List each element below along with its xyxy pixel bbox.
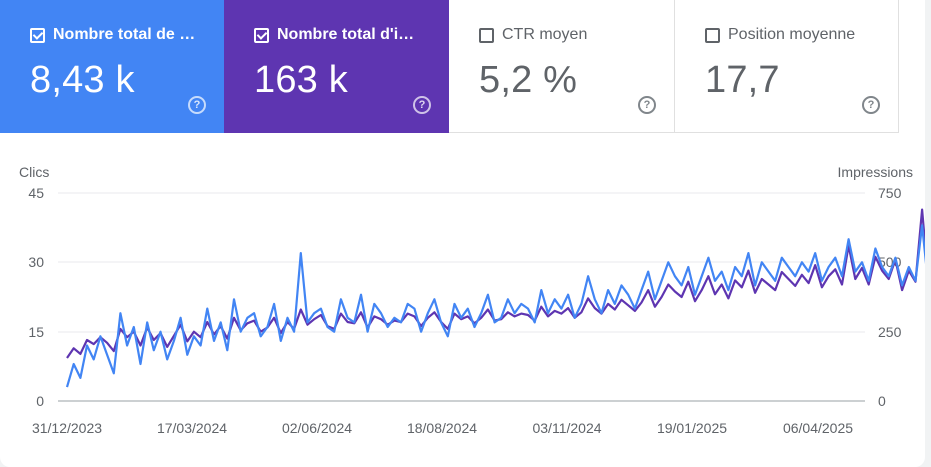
right-tick-label: 750 xyxy=(878,185,902,201)
metric-card-clicks[interactable]: Nombre total de c… 8,43 k ? xyxy=(0,0,224,133)
metric-label-clicks: Nombre total de c… xyxy=(53,26,198,43)
left-tick-label: 45 xyxy=(28,185,44,201)
x-tick-label: 17/03/2024 xyxy=(157,420,227,436)
performance-chart[interactable]: Clics Impressions 45 30 15 0 750 500 250… xyxy=(0,133,925,467)
x-tick-label: 02/06/2024 xyxy=(282,420,352,436)
left-tick-label: 15 xyxy=(28,324,44,340)
x-tick-label: 18/08/2024 xyxy=(407,420,477,436)
metric-label-position: Position moyenne xyxy=(728,26,856,43)
x-tick-label: 31/12/2023 xyxy=(32,420,102,436)
left-axis-ticks: 45 30 15 0 xyxy=(28,185,44,409)
metric-card-ctr[interactable]: CTR moyen 5,2 % ? xyxy=(449,0,674,133)
metric-label-impressions: Nombre total d'im… xyxy=(277,26,422,43)
help-circle-icon[interactable]: ? xyxy=(188,96,206,114)
x-axis-ticks: 31/12/2023 17/03/2024 02/06/2024 18/08/2… xyxy=(32,420,853,436)
left-tick-label: 0 xyxy=(36,393,44,409)
metric-card-header: Position moyenne xyxy=(705,24,898,46)
right-tick-label: 0 xyxy=(878,393,886,409)
left-tick-label: 30 xyxy=(28,254,44,270)
gridlines xyxy=(58,192,865,402)
checkbox-checked-icon[interactable] xyxy=(254,27,269,43)
help-circle-icon[interactable]: ? xyxy=(413,96,431,114)
right-axis-ticks: 750 500 250 0 xyxy=(878,185,902,409)
metric-card-position[interactable]: Position moyenne 17,7 ? xyxy=(674,0,899,133)
metric-card-header: CTR moyen xyxy=(479,24,674,46)
help-circle-icon[interactable]: ? xyxy=(638,96,656,114)
right-tick-label: 250 xyxy=(878,324,902,340)
right-axis-title: Impressions xyxy=(838,164,913,180)
help-circle-icon[interactable]: ? xyxy=(862,96,880,114)
metric-value-impressions: 163 k xyxy=(254,59,348,101)
x-tick-label: 06/04/2025 xyxy=(783,420,853,436)
metric-value-clicks: 8,43 k xyxy=(30,59,135,101)
metric-value-ctr: 5,2 % xyxy=(479,59,578,101)
checkbox-unchecked-icon[interactable] xyxy=(479,27,494,43)
metric-card-header: Nombre total d'im… xyxy=(254,24,449,46)
series-line-clics[interactable] xyxy=(65,224,925,388)
checkbox-checked-icon[interactable] xyxy=(30,27,45,43)
series-line-impressions[interactable] xyxy=(66,208,925,359)
x-tick-label: 19/01/2025 xyxy=(657,420,727,436)
checkbox-unchecked-icon[interactable] xyxy=(705,27,720,43)
metric-value-position: 17,7 xyxy=(705,59,780,101)
x-tick-label: 03/11/2024 xyxy=(532,420,601,436)
metric-card-impressions[interactable]: Nombre total d'im… 163 k ? xyxy=(224,0,449,133)
series-layer xyxy=(65,208,925,388)
left-axis-title: Clics xyxy=(19,164,49,180)
metric-card-header: Nombre total de c… xyxy=(30,24,224,46)
metric-label-ctr: CTR moyen xyxy=(502,26,588,43)
metric-cards: Nombre total de c… 8,43 k ? Nombre total… xyxy=(0,0,899,133)
